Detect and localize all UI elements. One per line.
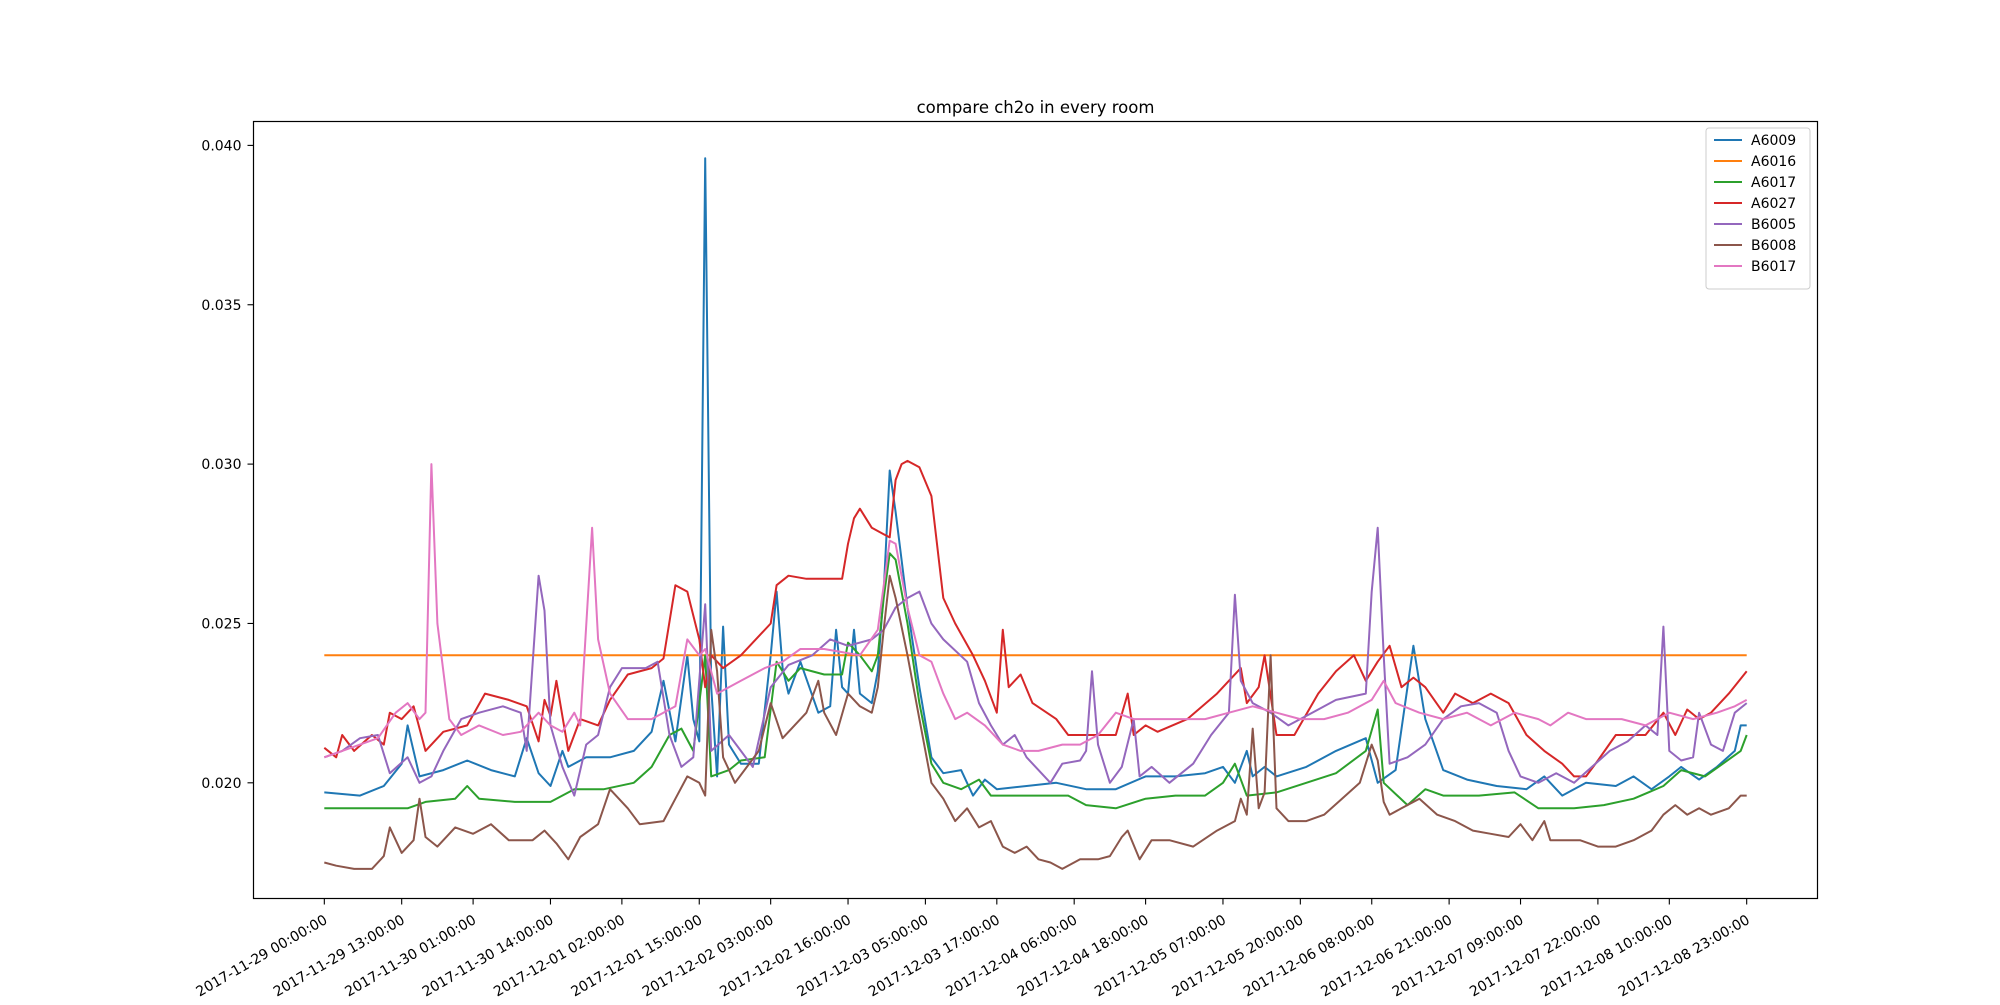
y-tick-label: 0.040 [201, 138, 241, 154]
x-tick-label: 2017-11-30 14:00:00 [420, 912, 557, 1000]
legend: A6009 A6016 A6017 A6027 B6005 B6008 B6017 [1705, 127, 1811, 290]
plot-lines [323, 157, 1748, 870]
series-line-b6008 [324, 574, 1747, 870]
series-line-b6017 [323, 463, 1748, 759]
y-tick-label: 0.020 [201, 776, 241, 792]
x-tick-label: 2017-12-03 05:00:00 [795, 912, 932, 1000]
y-tick-label: 0.025 [201, 616, 241, 632]
x-tick-label: 2017-11-29 00:00:00 [194, 912, 331, 1000]
x-tick-label: 2017-12-06 21:00:00 [1318, 912, 1455, 1000]
x-tick-label: 2017-12-06 08:00:00 [1241, 912, 1378, 1000]
x-tick-label: 2017-12-08 10:00:00 [1539, 912, 1676, 1000]
x-tick-label: 2017-12-05 20:00:00 [1170, 912, 1307, 1000]
y-tick-label: 0.035 [201, 298, 241, 314]
chart-title: compare ch2o in every room [917, 98, 1155, 117]
legend-label: B6017 [1751, 259, 1796, 275]
x-tick-label: 2017-12-07 22:00:00 [1467, 912, 1604, 1000]
series-line-a6009 [324, 157, 1747, 797]
x-tick-label: 2017-12-03 17:00:00 [866, 912, 1003, 1000]
legend-box [1705, 127, 1811, 290]
x-tick-label: 2017-12-05 07:00:00 [1092, 912, 1229, 1000]
x-tick-label: 2017-12-04 06:00:00 [943, 912, 1080, 1000]
x-tick-label: 2017-12-02 16:00:00 [717, 912, 854, 1000]
legend-label: A6027 [1751, 196, 1796, 212]
x-tick-label: 2017-12-01 15:00:00 [568, 912, 705, 1000]
x-tick-label: 2017-12-08 23:00:00 [1616, 912, 1753, 1000]
legend-label: A6017 [1751, 175, 1796, 191]
x-tick-label: 2017-11-29 13:00:00 [271, 912, 408, 1000]
legend-label: A6009 [1751, 133, 1796, 149]
legend-label: A6016 [1751, 154, 1796, 170]
series-line-a6017 [324, 552, 1748, 810]
x-tick-label: 2017-12-02 03:00:00 [640, 912, 777, 1000]
x-tick-label: 2017-11-30 01:00:00 [342, 912, 479, 1000]
x-tick-label: 2017-12-07 09:00:00 [1390, 912, 1527, 1000]
y-tick-label: 0.030 [201, 457, 241, 473]
plot-frame [252, 120, 1819, 900]
series-line-b6005 [323, 526, 1748, 797]
y-axis: 0.020 0.025 0.030 0.035 0.040 [201, 138, 254, 792]
x-tick-label: 2017-12-04 18:00:00 [1015, 912, 1152, 1000]
series-line-a6027 [323, 459, 1748, 778]
x-tick-label: 2017-12-01 02:00:00 [491, 912, 628, 1000]
legend-label: B6005 [1751, 217, 1796, 233]
legend-label: B6008 [1751, 238, 1796, 254]
